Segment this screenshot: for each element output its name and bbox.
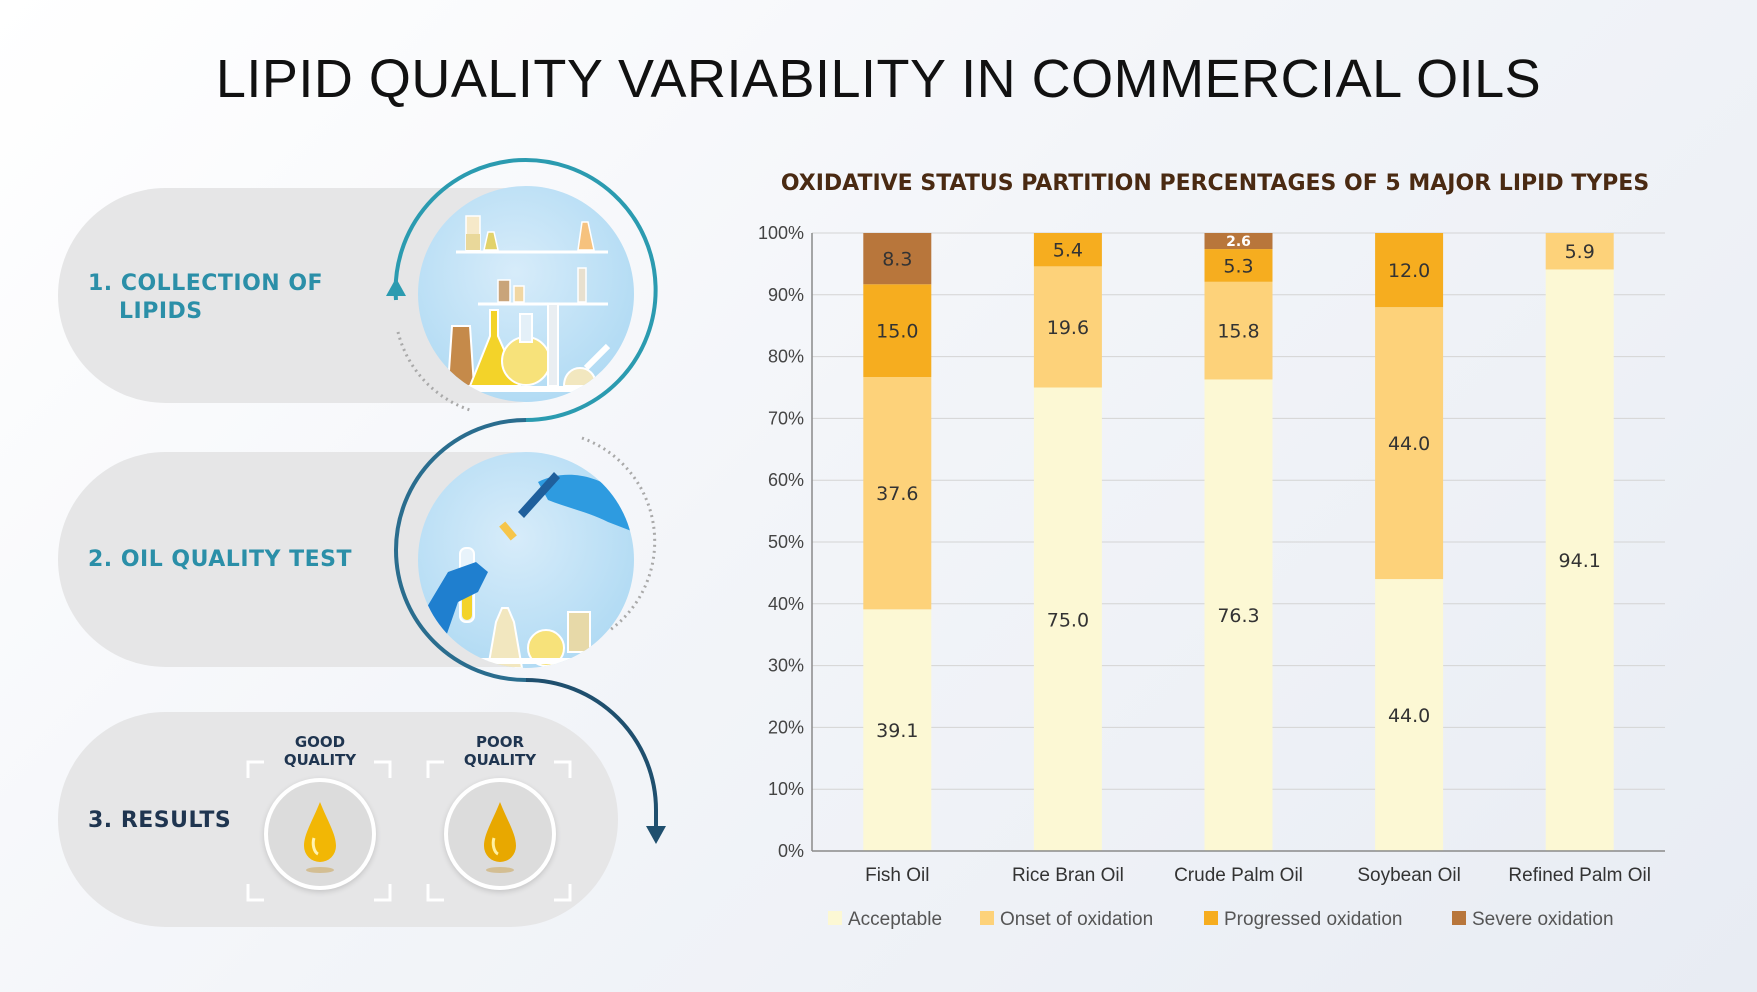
chart-data-labels: 39.1 37.6 15.0 8.3 75.0 19.6 5.4 76.3 15.8 5.3 2.6… (876, 234, 1601, 742)
poor-quality-frame (426, 760, 572, 902)
bar-segment (1204, 281, 1273, 380)
bar-segment (1204, 233, 1273, 250)
legend-label: Severe oxidation (1472, 909, 1614, 930)
data-label: 76.3 (1217, 605, 1259, 627)
legend-label: Progressed oxidation (1224, 909, 1403, 930)
legend-swatch (828, 911, 842, 925)
bar-segment (1033, 387, 1102, 851)
stacked-bar-chart: 39.1 37.6 15.0 8.3 75.0 19.6 5.4 76.3 15.8 5.3 2.6… (758, 223, 1665, 930)
data-label: 44.0 (1388, 705, 1430, 727)
good-quality-frame (246, 760, 392, 902)
bar-segment (1545, 269, 1614, 851)
y-tick-label: 0% (778, 841, 804, 861)
data-label: 37.6 (876, 483, 918, 505)
oil-test-illustration (418, 452, 634, 668)
bar-segment (1545, 233, 1614, 270)
data-label: 5.9 (1565, 241, 1595, 263)
legend-swatch (1204, 911, 1218, 925)
legend-label: Onset of oxidation (1000, 909, 1153, 930)
y-tick-label: 30% (768, 656, 804, 676)
step-test-label: 2. OIL QUALITY TEST (88, 547, 352, 572)
bar-segment (863, 284, 932, 377)
data-label: 39.1 (876, 720, 918, 742)
flow-arrowhead-down (646, 826, 666, 844)
y-tick-label: 10% (768, 779, 804, 799)
step-results-label: 3. RESULTS (88, 808, 232, 833)
legend-swatch (1452, 911, 1466, 925)
x-tick-label: Fish Oil (865, 865, 929, 886)
y-tick-label: 80% (768, 347, 804, 367)
lab-glassware-illustration (418, 186, 634, 402)
x-tick-label: Soybean Oil (1357, 865, 1461, 886)
data-label: 15.0 (876, 321, 918, 343)
x-tick-label: Rice Bran Oil (1012, 865, 1124, 886)
data-label: 75.0 (1047, 609, 1089, 631)
data-label: 94.1 (1559, 550, 1601, 572)
poor-oil-drop-icon (484, 802, 516, 873)
bar-segment (1033, 266, 1102, 388)
data-label: 2.6 (1226, 234, 1251, 250)
good-quality-line2: QUALITY (283, 751, 357, 769)
y-tick-label: 100% (758, 223, 804, 243)
step-collection-line1: 1. COLLECTION OF (88, 271, 324, 296)
poor-quality-label: POOR QUALITY (430, 733, 570, 769)
data-label: 5.4 (1053, 240, 1083, 262)
y-tick-label: 70% (768, 408, 804, 428)
y-tick-label: 50% (768, 532, 804, 552)
page-title: LIPID QUALITY VARIABILITY IN COMMERCIAL … (215, 49, 1542, 109)
y-tick-label: 60% (768, 470, 804, 490)
legend-label: Acceptable (848, 909, 942, 930)
bar-segment (1375, 307, 1444, 580)
good-oil-drop-icon (304, 802, 336, 873)
legend-swatch (980, 911, 994, 925)
bar-segment (863, 376, 932, 610)
bar-segment (1033, 233, 1102, 267)
bar-segment (1375, 233, 1444, 308)
step-collection-label: 1. COLLECTION OF LIPIDS (88, 270, 323, 326)
data-label: 44.0 (1388, 433, 1430, 455)
poor-quality-badge (444, 778, 556, 890)
bar-segment (1204, 379, 1273, 851)
chart-axes: 0% 10% 20% 30% 40% 50% 60% 70% 80% 90% 100% Fish Oi… (758, 223, 1665, 886)
chart-title: OXIDATIVE STATUS PARTITION PERCENTAGES O… (780, 171, 1650, 196)
bar-segment (1375, 579, 1444, 851)
chart-bars (863, 233, 1614, 851)
x-tick-label: Crude Palm Oil (1174, 865, 1303, 886)
step-collection-line2: LIPIDS (119, 299, 203, 324)
data-label: 12.0 (1388, 260, 1430, 282)
data-label: 8.3 (882, 249, 912, 271)
chart-legend: Acceptable Onset of oxidation Progressed o… (828, 909, 1614, 930)
flow-arrowhead-up (386, 278, 406, 296)
x-tick-label: Refined Palm Oil (1508, 865, 1651, 886)
good-quality-label: GOOD QUALITY (250, 733, 390, 769)
bar-segment (863, 233, 932, 285)
y-tick-label: 40% (768, 594, 804, 614)
poor-quality-line2: QUALITY (463, 751, 537, 769)
data-label: 19.6 (1047, 317, 1089, 339)
y-tick-label: 90% (768, 285, 804, 305)
bar-segment (1204, 249, 1273, 282)
y-tick-label: 20% (768, 717, 804, 737)
bar-segment (863, 609, 932, 851)
poor-quality-line1: POOR (475, 733, 525, 751)
lab-glassware-icon (438, 215, 618, 392)
data-label: 15.8 (1217, 321, 1259, 343)
data-label: 5.3 (1223, 255, 1253, 277)
good-quality-badge (264, 778, 376, 890)
good-quality-line1: GOOD (294, 733, 346, 751)
